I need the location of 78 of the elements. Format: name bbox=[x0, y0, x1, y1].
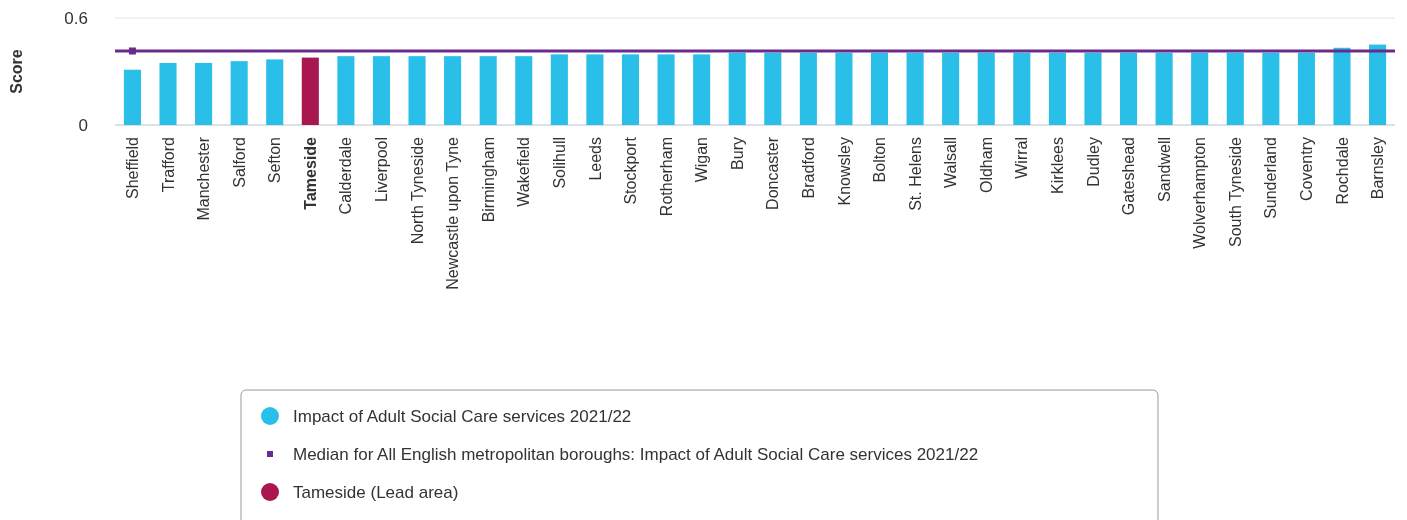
bar bbox=[230, 61, 248, 125]
x-tick-label: Rochdale bbox=[1333, 136, 1351, 205]
bar bbox=[515, 56, 533, 125]
x-tick-label: Wirral bbox=[1013, 137, 1031, 179]
x-tick-label: Wigan bbox=[693, 137, 711, 183]
x-tick-label: Wolverhampton bbox=[1191, 137, 1209, 249]
x-tick-label: Leeds bbox=[586, 137, 604, 181]
bar bbox=[1013, 52, 1031, 125]
bar bbox=[799, 52, 817, 125]
bar bbox=[1333, 47, 1351, 125]
bar bbox=[977, 52, 995, 125]
x-tick-label: Sheffield bbox=[124, 137, 142, 199]
legend-label: Tameside (Lead area) bbox=[293, 482, 459, 502]
x-tick-label: Newcastle upon Tyne bbox=[444, 136, 462, 290]
x-tick-label: Solihull bbox=[550, 137, 568, 189]
x-tick-label: Rotherham bbox=[657, 137, 675, 217]
x-tick-label: Liverpool bbox=[373, 137, 391, 202]
x-tick-label: Tameside bbox=[301, 136, 319, 210]
bar bbox=[1084, 52, 1102, 125]
bar bbox=[444, 56, 462, 125]
legend-label: Impact of Adult Social Care services 2021/22 bbox=[293, 406, 632, 426]
x-tick-label: Bradford bbox=[799, 137, 817, 199]
x-tick-label: Manchester bbox=[195, 136, 213, 221]
bar bbox=[1191, 52, 1209, 125]
x-tick-label: Coventry bbox=[1298, 137, 1316, 202]
x-tick-label: Sandwell bbox=[1155, 137, 1173, 202]
bar bbox=[942, 52, 960, 125]
x-tick-label: Dudley bbox=[1084, 137, 1102, 187]
x-tick-label: Knowsley bbox=[835, 137, 853, 206]
bar bbox=[195, 62, 213, 125]
x-tick-label: Bolton bbox=[871, 137, 889, 183]
bar bbox=[1226, 52, 1244, 125]
bar bbox=[1048, 52, 1066, 125]
x-tick-label: Walsall bbox=[942, 137, 960, 188]
bar bbox=[835, 52, 853, 125]
bar bbox=[657, 54, 675, 125]
bar bbox=[479, 56, 497, 125]
bar bbox=[1369, 44, 1387, 125]
bar bbox=[693, 54, 711, 125]
x-tick-label: South Tyneside bbox=[1226, 136, 1244, 248]
x-tick-label: Wakefield bbox=[515, 137, 533, 207]
bar bbox=[372, 56, 390, 125]
x-tick-label: Sefton bbox=[266, 137, 284, 184]
bar bbox=[621, 54, 640, 125]
bar bbox=[586, 54, 604, 125]
bar bbox=[1262, 52, 1280, 125]
x-tick-label: Salford bbox=[230, 137, 248, 188]
y-tick-label: 0.6 bbox=[64, 8, 88, 28]
bar bbox=[301, 57, 319, 125]
bar bbox=[870, 52, 889, 125]
bar bbox=[1120, 52, 1138, 125]
x-tick-label: Trafford bbox=[159, 137, 177, 193]
x-tick-label: St. Helens bbox=[906, 137, 924, 211]
bar bbox=[906, 52, 924, 125]
bar bbox=[123, 69, 141, 125]
x-tick-label: Calderdale bbox=[337, 136, 355, 215]
x-tick-label: Barnsley bbox=[1369, 137, 1387, 200]
bar bbox=[1297, 52, 1315, 125]
x-tick-label: Stockport bbox=[622, 136, 640, 205]
y-axis-title: Score bbox=[8, 49, 25, 94]
x-tick-label: Oldham bbox=[977, 137, 995, 194]
bar bbox=[159, 62, 177, 125]
x-tick-label: Gateshead bbox=[1120, 137, 1138, 216]
x-tick-label: Sunderland bbox=[1262, 137, 1280, 219]
bar bbox=[728, 52, 746, 125]
bar bbox=[550, 54, 568, 125]
x-tick-label: Doncaster bbox=[764, 136, 782, 210]
bar bbox=[764, 52, 782, 125]
x-tick-label: Bury bbox=[728, 137, 746, 170]
legend-label: Median for All English metropolitan boroughs: Impact of Adult Social Care services 2021/22 bbox=[293, 444, 979, 464]
x-tick-label: Birmingham bbox=[479, 137, 497, 223]
bar bbox=[337, 56, 355, 125]
x-tick-label: North Tyneside bbox=[408, 136, 426, 245]
x-tick-label: Kirklees bbox=[1048, 137, 1066, 194]
bar bbox=[408, 56, 426, 125]
y-tick-label: 0 bbox=[78, 115, 88, 135]
bar bbox=[1155, 52, 1173, 125]
bar bbox=[266, 59, 284, 125]
